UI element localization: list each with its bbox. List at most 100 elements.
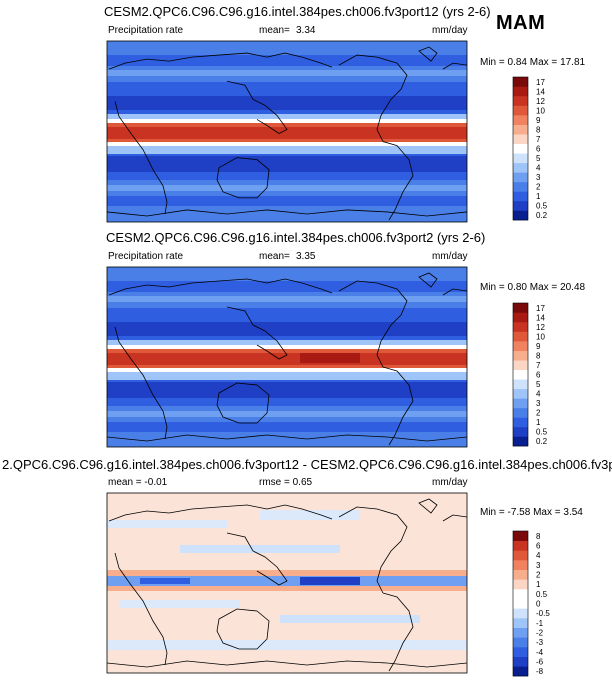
- panel2-colorbar-swatch: [513, 303, 528, 313]
- panel1-band-north-storm-core: [107, 70, 467, 76]
- panel3-colorbar-swatch: [513, 656, 528, 667]
- panel1-colorbar-swatch: [513, 124, 528, 135]
- panel1-band-itcz-edge-s: [107, 146, 467, 154]
- panel3-colorbar-tick-label: 0.5: [536, 590, 548, 599]
- panel2-band-south-subtropic: [107, 382, 467, 398]
- panel1-colorbar-tick-label: 8: [536, 125, 541, 134]
- panel2-coast-antarctica: [107, 434, 467, 442]
- panel2-mean-label: mean=: [259, 251, 290, 262]
- panel2-coast-australia: [216, 382, 270, 424]
- panel3-max-value: 3.54: [563, 507, 583, 518]
- panel1-band-north-polar: [107, 41, 467, 55]
- panel1-mean-label: mean=: [259, 25, 290, 36]
- panel1-colorbar-swatch: [513, 210, 528, 221]
- panel3-colorbar-swatch: [513, 608, 528, 619]
- panel2-frame: [106, 266, 468, 448]
- panel3-coast-australia: [216, 608, 270, 650]
- panel1-coast-asia-south: [226, 80, 288, 134]
- panel1-max-value: 17.81: [560, 57, 586, 68]
- panel3-coast-south-america: [382, 592, 414, 672]
- panel2-colorbar-swatch: [513, 341, 528, 351]
- panel2-coast-south-america: [382, 366, 414, 446]
- panel2-colorbar-tick-label: 14: [536, 313, 545, 322]
- panel3-colorbar-frame: [512, 530, 529, 677]
- panel3-rmse-label: rmse =: [259, 477, 290, 488]
- panel3-blue-patch-1: [107, 520, 227, 528]
- panel1-colorbar-swatch: [513, 143, 528, 154]
- panel3-min-label: Min =: [480, 507, 505, 518]
- panel2-coast-africa: [114, 326, 168, 440]
- panel2-itcz-max-region: [300, 353, 360, 363]
- panel3-frame: [106, 492, 468, 674]
- panel2-coast-eurasia: [108, 278, 333, 296]
- panel3-colorbar-tick-label: 1: [536, 580, 541, 589]
- panel3-colorbar-swatch: [513, 589, 528, 599]
- panel1-map: [106, 40, 468, 223]
- panel1-colorbar-frame: [512, 76, 529, 221]
- panel3-neg-core-east: [300, 577, 360, 585]
- panel1-band-south-storm-core: [107, 185, 467, 191]
- panel1-colorbar-swatch: [513, 96, 528, 106]
- panel2-band-itcz-core: [107, 353, 467, 365]
- panel1-band-itcz-white-s: [107, 142, 467, 147]
- panel3-colorbar-swatch: [513, 531, 528, 541]
- panel1-band-itcz-white-n: [107, 119, 467, 124]
- panel3-colorbar-swatch: [513, 598, 528, 609]
- panel2-colorbar-swatch: [513, 360, 528, 371]
- panel3-colorbar-tick-label: 4: [536, 551, 541, 560]
- panel2-colorbar-swatch: [513, 331, 528, 342]
- panel3-colorbar-tick-label: -2: [536, 629, 544, 638]
- panel1-coast-eurasia: [108, 52, 333, 70]
- panel2-coast-asia-south: [226, 306, 288, 360]
- panel2-title: CESM2.QPC6.C96.C96.g16.intel.384pes.ch00…: [106, 230, 486, 245]
- panel3-colorbar-tick-label: -8: [536, 667, 544, 676]
- panel1-colorbar-tick-label: 4: [536, 164, 541, 173]
- panel1-colorbar-swatch: [513, 191, 528, 202]
- panel1-colorbar-swatch: [513, 162, 528, 173]
- panel2-colorbar-swatch: [513, 407, 528, 418]
- panel3-blue-patch-6: [107, 640, 467, 650]
- panel3-blue-patch-4: [120, 600, 240, 608]
- panel2-colorbar-tick-label: 1: [536, 418, 541, 427]
- panel1-colorbar-swatch: [513, 172, 528, 183]
- panel1-coast-africa: [114, 101, 168, 215]
- panel2-coast-north-america: [338, 280, 408, 368]
- panel1-title: CESM2.QPC6.C96.C96.g16.intel.384pes.ch00…: [104, 4, 491, 19]
- panel2-colorbar-tick-label: 12: [536, 323, 545, 332]
- panel1-colorbar-tick-label: 2: [536, 183, 541, 192]
- panel2-colorbar-tick-label: 10: [536, 332, 545, 341]
- panel1-colorbar-tick-label: 5: [536, 154, 541, 163]
- panel2-colorbar-tick-label: 9: [536, 342, 541, 351]
- panel3-blue-patch-2: [260, 510, 360, 520]
- panel1-colorbar-swatch: [513, 86, 528, 97]
- panel1-colorbar-tick-label: 7: [536, 135, 541, 144]
- panel3-rmse: rmse = 0.65: [259, 477, 312, 488]
- panel2-colorbar-swatch: [513, 369, 528, 380]
- panel2-min-label: Min =: [480, 282, 505, 293]
- panel3-title: 2.QPC6.C96.C96.g16.intel.384pes.ch006.fv…: [2, 457, 612, 472]
- panel3-colorbar-swatch: [513, 569, 528, 580]
- panel1-colorbar-swatch: [513, 115, 528, 125]
- panel2-colorbar-tick-label: 4: [536, 390, 541, 399]
- panel3-colorbar-tick-label: 8: [536, 532, 541, 541]
- panel3-colorbar-tick-label: -3: [536, 638, 544, 647]
- panel3-coast-greenland: [418, 498, 438, 514]
- panel2-colorbar-swatch: [513, 417, 528, 428]
- panel3-band-itcz-south-pos: [107, 586, 467, 591]
- panel3-map: [106, 492, 468, 674]
- panel3-colorbar-tick-label: -1: [536, 619, 544, 628]
- panel1-colorbar-swatch: [513, 134, 528, 145]
- panel1-coast-south-america: [382, 141, 414, 221]
- panel2-colorbar-tick-label: 6: [536, 371, 541, 380]
- panel1-colorbar-swatch: [513, 181, 528, 192]
- panel2-units: mm/day: [432, 251, 468, 262]
- panel2-colorbar-tick-label: 0.2: [536, 437, 548, 446]
- panel3-coast-europe: [442, 514, 467, 522]
- panel2-band-itcz-white-s: [107, 368, 467, 373]
- panel1-colorbar-tick-label: 12: [536, 97, 545, 106]
- panel1-coast-north-america: [338, 54, 408, 142]
- panel2-colorbar-frame: [512, 302, 529, 447]
